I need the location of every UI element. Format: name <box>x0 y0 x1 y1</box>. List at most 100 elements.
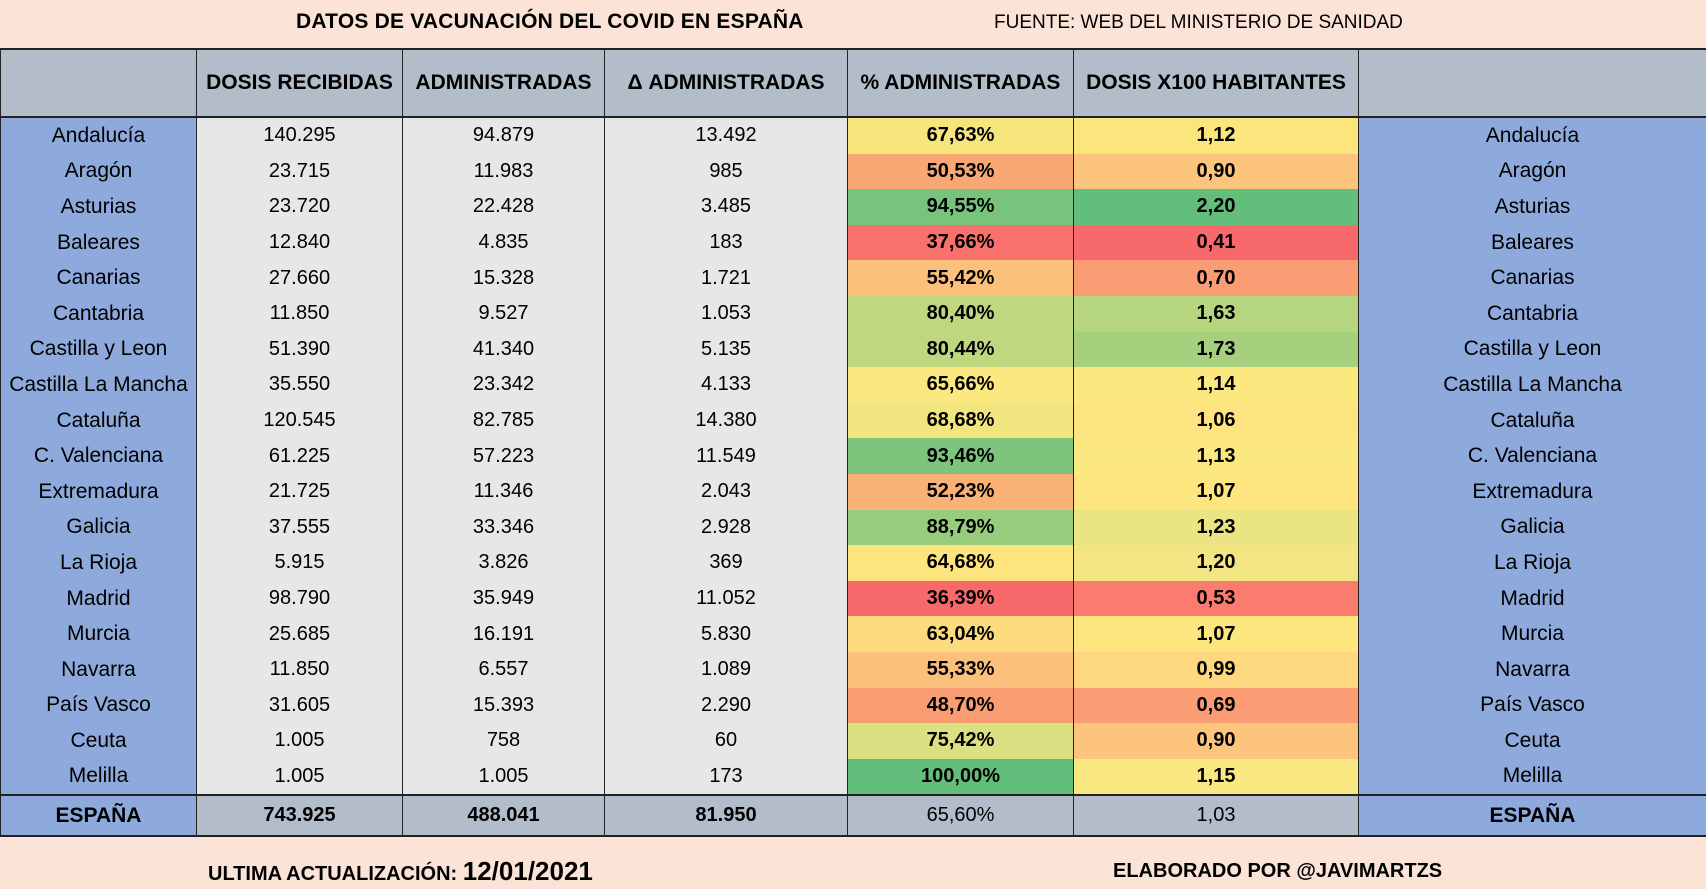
administradas-cell: 82.785 <box>402 402 605 439</box>
region-cell: Asturias <box>0 189 197 225</box>
administradas-cell: 11.346 <box>402 473 605 510</box>
region-cell: Galicia <box>0 509 197 546</box>
column-header: DOSIS X100 HABITANTES <box>1073 48 1359 118</box>
column-header: Δ ADMINISTRADAS <box>604 48 848 118</box>
x100-cell: 0,99 <box>1073 651 1359 688</box>
administradas-cell: 35.949 <box>402 580 605 617</box>
delta-cell: 5.135 <box>604 331 848 368</box>
total-administradas: 488.041 <box>402 794 605 838</box>
recibidas-cell: 140.295 <box>196 117 403 154</box>
table-row: Murcia 25.685 16.191 5.830 63,04% 1,07 Murcia <box>0 616 1706 652</box>
column-header: % ADMINISTRADAS <box>847 48 1074 118</box>
total-region: ESPAÑA <box>0 794 197 838</box>
total-pct: 65,60% <box>847 794 1074 838</box>
x100-cell: 1,06 <box>1073 402 1359 439</box>
delta-cell: 4.133 <box>604 367 848 403</box>
table-row: La Rioja 5.915 3.826 369 64,68% 1,20 La Rioja <box>0 545 1706 581</box>
region-cell: Ceuta <box>0 723 197 759</box>
total-row: ESPAÑA 743.925 488.041 81.950 65,60% 1,0… <box>0 794 1706 838</box>
recibidas-cell: 5.915 <box>196 545 403 581</box>
table-row: Cataluña 120.545 82.785 14.380 68,68% 1,06 Cat… <box>0 402 1706 439</box>
delta-cell: 13.492 <box>604 117 848 154</box>
x100-cell: 0,90 <box>1073 153 1359 190</box>
total-x100: 1,03 <box>1073 794 1359 838</box>
x100-cell: 1,20 <box>1073 545 1359 581</box>
vaccination-table: DOSIS RECIBIDAS ADMINISTRADAS Δ ADMINIST… <box>0 48 1706 838</box>
administradas-cell: 23.342 <box>402 367 605 403</box>
administradas-cell: 9.527 <box>402 295 605 332</box>
table-row: Galicia 37.555 33.346 2.928 88,79% 1,23 Galici… <box>0 509 1706 546</box>
delta-cell: 11.052 <box>604 580 848 617</box>
region-cell-right: Aragón <box>1358 153 1706 190</box>
recibidas-cell: 31.605 <box>196 687 403 724</box>
table-row: Canarias 27.660 15.328 1.721 55,42% 0,70 Canar… <box>0 260 1706 296</box>
recibidas-cell: 61.225 <box>196 438 403 474</box>
region-cell: Cantabria <box>0 295 197 332</box>
pct-cell: 48,70% <box>847 687 1074 724</box>
region-cell-right: Canarias <box>1358 260 1706 296</box>
region-cell-right: Andalucía <box>1358 117 1706 154</box>
table-row: Ceuta 1.005 758 60 75,42% 0,90 Ceuta <box>0 723 1706 759</box>
x100-cell: 0,53 <box>1073 580 1359 617</box>
table-row: Cantabria 11.850 9.527 1.053 80,40% 1,63 Canta… <box>0 295 1706 332</box>
last-update-label: ULTIMA ACTUALIZACIÓN: <box>208 863 463 885</box>
region-cell-right: Extremadura <box>1358 473 1706 510</box>
recibidas-cell: 25.685 <box>196 616 403 652</box>
recibidas-cell: 27.660 <box>196 260 403 296</box>
recibidas-cell: 21.725 <box>196 473 403 510</box>
x100-cell: 1,14 <box>1073 367 1359 403</box>
region-cell: Andalucía <box>0 117 197 154</box>
table-row: Navarra 11.850 6.557 1.089 55,33% 0,99 Navarra <box>0 651 1706 688</box>
x100-cell: 0,90 <box>1073 723 1359 759</box>
recibidas-cell: 11.850 <box>196 651 403 688</box>
pct-cell: 64,68% <box>847 545 1074 581</box>
delta-cell: 60 <box>604 723 848 759</box>
x100-cell: 0,70 <box>1073 260 1359 296</box>
delta-cell: 1.721 <box>604 260 848 296</box>
pct-cell: 68,68% <box>847 402 1074 439</box>
region-cell-right: Navarra <box>1358 651 1706 688</box>
pct-cell: 55,33% <box>847 651 1074 688</box>
x100-cell: 1,23 <box>1073 509 1359 546</box>
table-row: Madrid 98.790 35.949 11.052 36,39% 0,53 Madrid <box>0 580 1706 617</box>
recibidas-cell: 1.005 <box>196 758 403 796</box>
author-credit: ELABORADO POR @JAVIMARTZS <box>1113 860 1443 882</box>
region-cell-right: Castilla La Mancha <box>1358 367 1706 403</box>
x100-cell: 1,73 <box>1073 331 1359 368</box>
recibidas-cell: 23.715 <box>196 153 403 190</box>
table-body: Andalucía 140.295 94.879 13.492 67,63% 1,12 An… <box>0 117 1706 838</box>
administradas-cell: 11.983 <box>402 153 605 190</box>
delta-cell: 2.928 <box>604 509 848 546</box>
delta-cell: 369 <box>604 545 848 581</box>
region-cell-right: Madrid <box>1358 580 1706 617</box>
pct-cell: 67,63% <box>847 117 1074 154</box>
table-row: Andalucía 140.295 94.879 13.492 67,63% 1,12 An… <box>0 117 1706 154</box>
administradas-cell: 758 <box>402 723 605 759</box>
recibidas-cell: 120.545 <box>196 402 403 439</box>
table-row: Aragón 23.715 11.983 985 50,53% 0,90 Aragón <box>0 153 1706 190</box>
region-cell-right: Asturias <box>1358 189 1706 225</box>
administradas-cell: 33.346 <box>402 509 605 546</box>
total-region-right: ESPAÑA <box>1358 794 1706 838</box>
delta-cell: 173 <box>604 758 848 796</box>
region-cell-right: Castilla y Leon <box>1358 331 1706 368</box>
recibidas-cell: 98.790 <box>196 580 403 617</box>
delta-cell: 183 <box>604 224 848 261</box>
x100-cell: 1,07 <box>1073 473 1359 510</box>
table-row: Castilla La Mancha 35.550 23.342 4.133 65,66… <box>0 367 1706 403</box>
delta-cell: 11.549 <box>604 438 848 474</box>
pct-cell: 65,66% <box>847 367 1074 403</box>
region-cell: País Vasco <box>0 687 197 724</box>
pct-cell: 75,42% <box>847 723 1074 759</box>
x100-cell: 1,12 <box>1073 117 1359 154</box>
x100-cell: 1,07 <box>1073 616 1359 652</box>
header-row: DOSIS RECIBIDAS ADMINISTRADAS Δ ADMINIST… <box>0 48 1706 118</box>
table-row: C. Valenciana 61.225 57.223 11.549 93,46% 1,1… <box>0 438 1706 474</box>
region-cell: Cataluña <box>0 402 197 439</box>
table-row: Asturias 23.720 22.428 3.485 94,55% 2,20 Astur… <box>0 189 1706 225</box>
region-cell-right: País Vasco <box>1358 687 1706 724</box>
x100-cell: 0,41 <box>1073 224 1359 261</box>
delta-cell: 5.830 <box>604 616 848 652</box>
pct-cell: 80,40% <box>847 295 1074 332</box>
region-cell-right: La Rioja <box>1358 545 1706 581</box>
